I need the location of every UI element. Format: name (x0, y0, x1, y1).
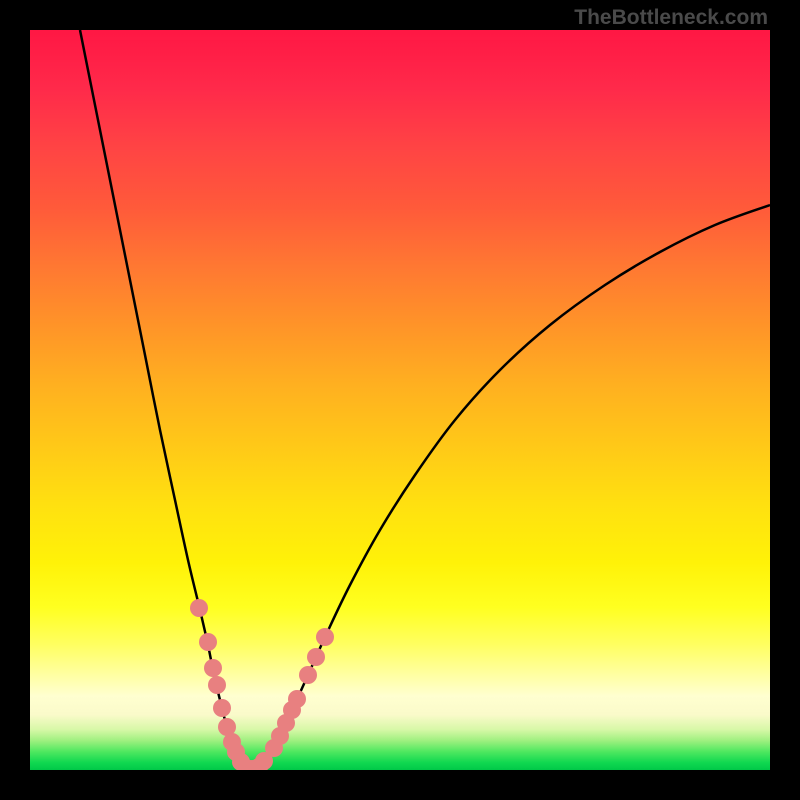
data-dot (190, 599, 208, 617)
watermark-text: TheBottleneck.com (574, 6, 768, 30)
curve-layer (30, 30, 770, 770)
left-curve (80, 30, 250, 770)
data-dot (199, 633, 217, 651)
data-dot (213, 699, 231, 717)
right-curve (250, 205, 770, 770)
plot-area (30, 30, 770, 770)
data-dot (288, 690, 306, 708)
data-dot (307, 648, 325, 666)
data-dot (316, 628, 334, 646)
data-dot (204, 659, 222, 677)
data-dots (190, 599, 334, 770)
chart-container: TheBottleneck.com (0, 0, 800, 800)
data-dot (208, 676, 226, 694)
data-dot (299, 666, 317, 684)
